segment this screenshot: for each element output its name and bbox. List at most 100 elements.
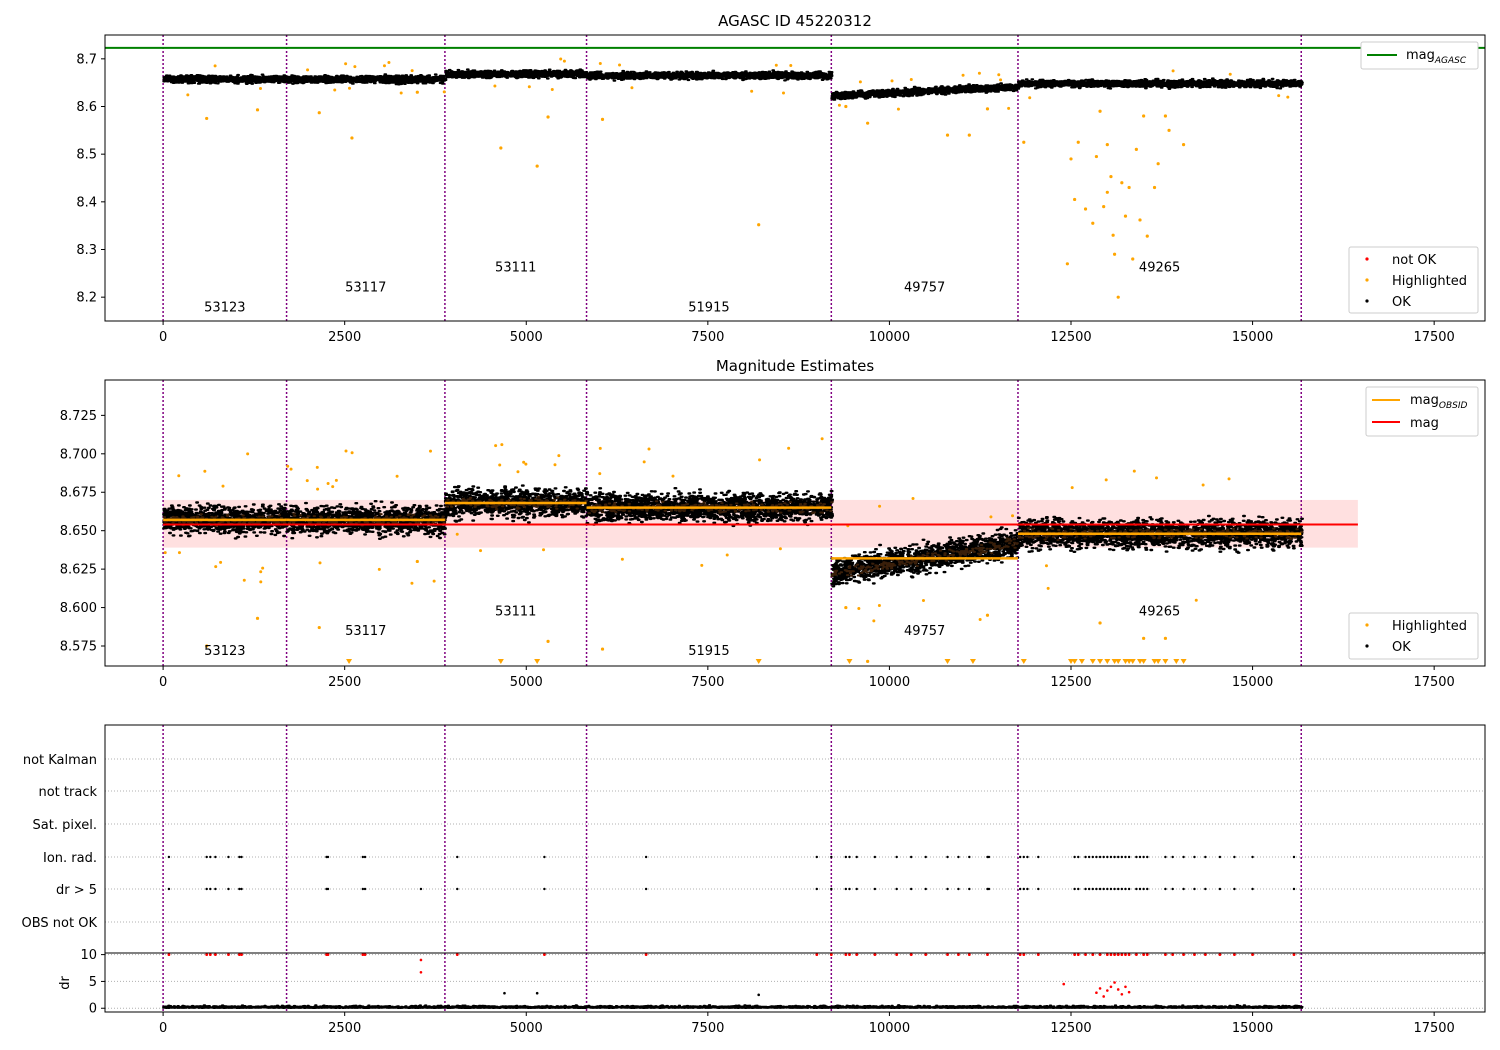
highlighted-point xyxy=(630,86,634,90)
highlighted-point xyxy=(1111,233,1115,237)
flag-dr5 xyxy=(1146,887,1149,891)
flag-row-label: not track xyxy=(38,785,97,800)
flag-ion-rad xyxy=(1106,855,1109,859)
flag-dr5 xyxy=(1251,887,1254,891)
highlighted-point xyxy=(399,91,403,95)
flag-dr5 xyxy=(1135,887,1138,891)
highlighted-point xyxy=(787,446,791,450)
obsid-label: 53123 xyxy=(204,300,245,315)
highlighted-point xyxy=(221,484,225,488)
highlighted-point xyxy=(757,223,761,227)
highlighted-point xyxy=(305,479,309,483)
out-of-range-marker xyxy=(755,659,762,664)
flag-dr5 xyxy=(1233,887,1236,891)
x-tick-label: 10000 xyxy=(869,330,910,345)
highlighted-point xyxy=(410,581,414,585)
flag-ion-rad xyxy=(1037,855,1040,859)
dr-notok-point xyxy=(1251,953,1254,957)
highlighted-point xyxy=(318,561,322,565)
highlighted-point xyxy=(967,133,971,137)
dr-notok-point xyxy=(1084,953,1087,957)
highlighted-point xyxy=(1167,128,1171,132)
dr-point xyxy=(1124,985,1127,989)
highlighted-point xyxy=(494,444,498,448)
flag-ion-rad xyxy=(895,855,898,859)
highlighted-point xyxy=(789,63,793,67)
highlighted-point xyxy=(1123,214,1128,218)
x-tick-label: 12500 xyxy=(1050,330,1091,345)
x-tick-label: 7500 xyxy=(691,330,724,345)
dr-notok-point xyxy=(1182,953,1185,957)
dr-notok-point xyxy=(1145,953,1149,957)
flag-ion-rad xyxy=(924,855,927,859)
obsid-label: 49265 xyxy=(1139,604,1180,619)
highlighted-point xyxy=(1105,190,1109,194)
flag-ion-rad xyxy=(644,855,648,859)
highlighted-point xyxy=(1022,140,1026,144)
flag-dr5 xyxy=(1026,887,1029,891)
y-tick-label: 8.5 xyxy=(76,148,97,163)
highlighted-point xyxy=(259,87,263,91)
dr-notok-point xyxy=(924,953,928,957)
flag-dr5 xyxy=(873,887,877,891)
highlighted-point xyxy=(255,108,260,112)
flag-dr5 xyxy=(456,887,459,891)
highlighted-point xyxy=(1116,295,1120,299)
dr-notok-point xyxy=(895,953,899,957)
flag-ion-rad xyxy=(1113,855,1116,859)
out-of-range-marker xyxy=(944,659,951,664)
highlighted-point xyxy=(219,560,223,564)
flag-ion-rad xyxy=(1084,855,1087,859)
y-tick-label: 8.625 xyxy=(60,563,97,578)
highlighted-point xyxy=(750,89,754,93)
flag-dr5 xyxy=(987,887,991,891)
flag-ion-rad xyxy=(1218,855,1222,859)
highlighted-point xyxy=(546,639,550,643)
x-tick-label: 0 xyxy=(159,330,167,345)
x-tick-label: 5000 xyxy=(510,330,543,345)
highlighted-point xyxy=(1131,257,1135,261)
dr-point xyxy=(1109,985,1113,989)
highlighted-point xyxy=(1069,157,1073,161)
highlighted-point xyxy=(866,121,870,125)
highlighted-point xyxy=(837,103,841,107)
highlighted-point xyxy=(598,472,602,476)
flag-dr5 xyxy=(1120,887,1124,891)
flag-ion-rad xyxy=(848,855,851,859)
x-axis: 0 2500 5000 7500 10000 12500 15000 17500 xyxy=(159,1012,1455,1036)
highlighted-point xyxy=(985,107,990,111)
flag-dr5 xyxy=(1109,887,1113,891)
panel2-title: Magnitude Estimates xyxy=(716,357,874,375)
flag-ion-rad xyxy=(214,855,217,859)
highlighted-point xyxy=(213,64,217,68)
highlighted-point xyxy=(1145,234,1149,238)
x-tick-label: 12500 xyxy=(1050,675,1091,690)
highlighted-point xyxy=(1142,636,1146,640)
dr-point xyxy=(1102,995,1105,998)
out-of-range-marker xyxy=(1104,659,1111,664)
highlighted-point xyxy=(306,68,310,72)
dr-point xyxy=(1095,991,1098,994)
flag-dr5 xyxy=(1138,887,1142,891)
out-of-range-marker xyxy=(1115,659,1122,664)
dr-notok-point xyxy=(909,953,913,957)
highlighted-point xyxy=(177,474,181,478)
y-tick-label: 8.575 xyxy=(60,640,97,655)
plot-frame xyxy=(104,379,1486,667)
flag-dr5 xyxy=(1182,887,1185,891)
flag-ion-rad xyxy=(1091,855,1094,859)
highlighted-point xyxy=(878,504,882,508)
flag-ion-rad xyxy=(1124,855,1127,859)
dr-notok-point xyxy=(363,953,367,957)
out-of-range-marker xyxy=(1140,659,1147,664)
dr-ylabel: dr xyxy=(58,976,73,990)
obsid-labels: 53123 53117 53111 51915 49757 49265 xyxy=(204,604,1180,659)
dr-notok-point xyxy=(1036,953,1040,957)
dr-notok-point xyxy=(1134,953,1138,957)
flag-dr5 xyxy=(1164,887,1167,891)
dr-point xyxy=(1116,988,1120,991)
legend-label-highlighted: Highlighted xyxy=(1392,274,1467,289)
highlighted-point xyxy=(261,566,265,570)
highlighted-point xyxy=(326,481,330,485)
